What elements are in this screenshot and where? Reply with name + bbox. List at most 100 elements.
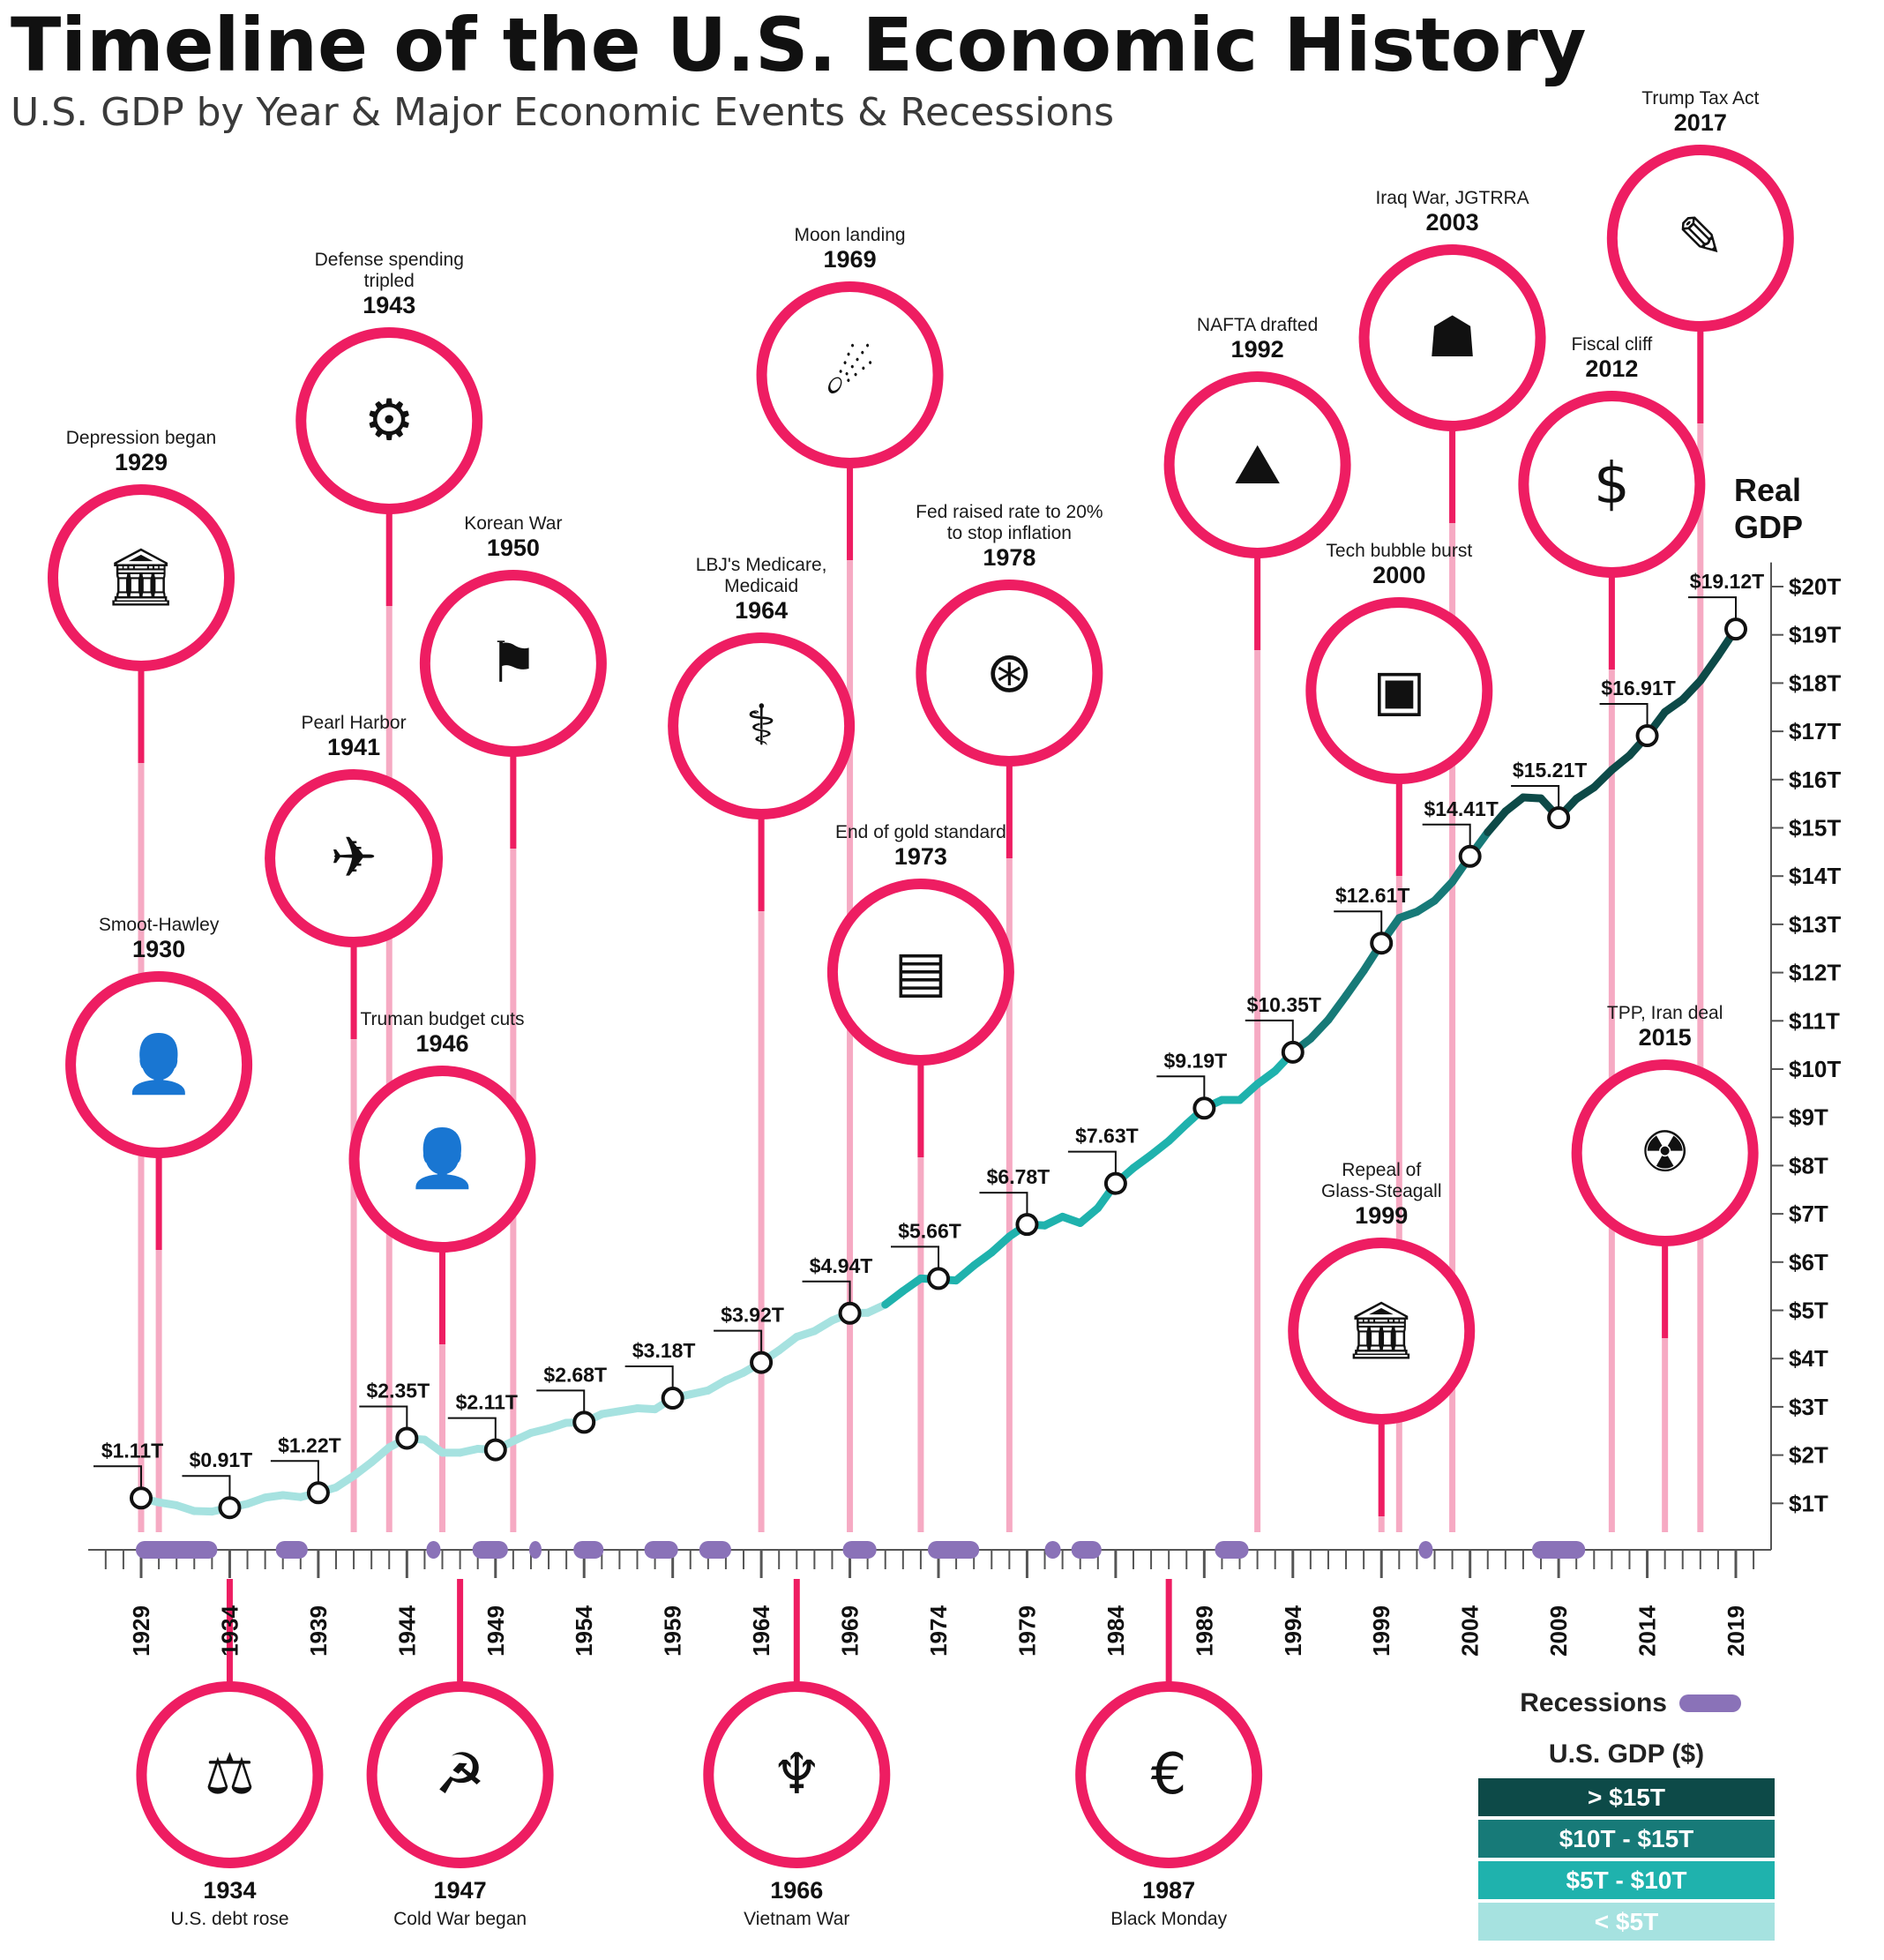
gdp-point-leader	[624, 1365, 674, 1388]
gdp-points: $1.11T $0.91T $1.22T $2.35T $2.11T $2.68T $3.1…	[93, 570, 1764, 1520]
gdp-line-segment	[1678, 677, 1705, 704]
x-tick-label: 1989	[1191, 1605, 1217, 1657]
recession-bar	[842, 1541, 877, 1559]
event-year: 1941	[327, 734, 380, 760]
gdp-point-leader	[1245, 1019, 1294, 1042]
gdp-point-leader	[802, 1280, 851, 1303]
event-year: 1947	[434, 1877, 487, 1904]
x-tick-label: 1979	[1013, 1605, 1040, 1657]
event-label: Korean War	[464, 513, 562, 534]
event-label: End of gold standard	[835, 822, 1006, 842]
event-label: to stop inflation	[947, 523, 1072, 543]
gdp-line-segment	[1306, 1015, 1333, 1044]
y-tick-label: $1T	[1789, 1490, 1828, 1516]
event-label: Medicaid	[724, 576, 798, 596]
event-circle	[265, 769, 444, 947]
event-year: 1978	[983, 544, 1035, 571]
gdp-point-label: $1.11T	[101, 1439, 163, 1462]
event-circle	[1606, 145, 1794, 332]
gdp-point-leader	[1688, 596, 1737, 619]
gdp-point-leader	[1334, 910, 1383, 933]
gdp-point-marker	[661, 1387, 684, 1410]
x-tick-label: 1949	[482, 1605, 509, 1657]
x-tick-label: 1929	[128, 1605, 154, 1657]
event-stems	[138, 326, 1704, 1687]
gdp-point-label: $6.78T	[987, 1165, 1050, 1188]
gdp-point-marker	[218, 1496, 242, 1520]
event-year: 2003	[1426, 209, 1479, 236]
event-circle	[366, 1681, 554, 1868]
computer-icon: ▣	[1372, 658, 1425, 723]
gdp-point-marker	[483, 1438, 507, 1462]
gdp-point-leader	[1067, 1150, 1117, 1173]
event-circle	[136, 1681, 324, 1868]
gdp-point-leader	[536, 1389, 586, 1412]
astronaut-icon: ☄	[825, 342, 875, 408]
gdp-point-label: $3.92T	[721, 1304, 784, 1327]
event-circle	[1163, 371, 1351, 558]
y-tick-label: $14T	[1789, 863, 1841, 889]
gdp-line-segment	[1342, 966, 1368, 1000]
event-circle	[1075, 1681, 1263, 1868]
repealed-bank-icon: 🏛	[1346, 1298, 1417, 1364]
recession-bar	[1215, 1541, 1249, 1559]
senators-portrait-icon: 👤	[123, 1032, 194, 1097]
legend-band-swatch	[1478, 1820, 1775, 1858]
event-circle	[1288, 1238, 1476, 1425]
gdp-point-marker	[1103, 1171, 1127, 1195]
y-tick-label: $19T	[1789, 622, 1841, 648]
x-tick-label: 1974	[925, 1605, 952, 1657]
y-axis-title-line2: GDP	[1734, 509, 1803, 545]
event-year: 1950	[487, 535, 540, 561]
event-year: 1999	[1355, 1202, 1408, 1229]
gdp-point-label: $10.35T	[1247, 993, 1321, 1016]
gdp-point-marker	[927, 1267, 950, 1290]
gdp-point-label: $16.91T	[1601, 677, 1675, 699]
currency-crash-icon: €	[1151, 1742, 1187, 1807]
event-label: NAFTA drafted	[1197, 315, 1318, 335]
gdp-point-marker	[1724, 617, 1747, 641]
x-tick-label: 1999	[1368, 1605, 1394, 1657]
battleship-plane-icon: ✈	[330, 826, 378, 891]
event-circle	[1518, 391, 1706, 578]
y-tick-label: $18T	[1789, 670, 1841, 696]
recession-bar	[1418, 1541, 1433, 1559]
gdp-point-label: $2.11T	[456, 1391, 518, 1414]
event-label: Smoot-Hawley	[99, 915, 220, 935]
y-tick-label: $4T	[1789, 1345, 1828, 1372]
event-label: Defense spending	[315, 250, 464, 270]
event-label: Black Monday	[1110, 1909, 1227, 1929]
event-circle	[756, 281, 944, 468]
gdp-point-label: $0.91T	[190, 1448, 253, 1471]
event-year: 1973	[894, 843, 947, 870]
gdp-point-label: $12.61T	[1335, 884, 1409, 907]
gdp-point-leader	[714, 1329, 763, 1352]
gdp-line-segment	[1589, 766, 1616, 792]
gdp-point-marker	[1192, 1096, 1216, 1120]
legend-gdp-title: U.S. GDP ($)	[1549, 1739, 1704, 1769]
event-label: Depression began	[66, 428, 216, 448]
recession-bar	[135, 1541, 218, 1559]
x-tick-label: 2019	[1723, 1605, 1749, 1657]
cliff-dollars-icon: $	[1594, 452, 1630, 517]
gdp-line-segment	[1236, 1080, 1262, 1104]
event-year: 2017	[1674, 109, 1727, 136]
event-year: 1966	[770, 1877, 823, 1904]
caduceus-flag-icon: ⚕	[746, 693, 777, 759]
y-tick-label: $20T	[1789, 573, 1841, 600]
legend-recession-swatch	[1679, 1694, 1741, 1712]
truman-portrait-icon: 👤	[407, 1126, 478, 1192]
x-tick-label: 1944	[393, 1605, 420, 1657]
event-year: 1992	[1231, 336, 1284, 363]
event-label: LBJ's Medicare,	[696, 555, 827, 575]
event-year: 1929	[115, 449, 168, 475]
gdp-point-marker	[1015, 1213, 1039, 1237]
x-tick-label: 1959	[660, 1605, 686, 1657]
event-label: Fed raised rate to 20%	[916, 502, 1103, 522]
gdp-point-leader	[1422, 823, 1471, 846]
event-year: 1943	[363, 292, 415, 318]
gdp-point-marker	[395, 1426, 419, 1450]
event-label: Truman budget cuts	[361, 1009, 525, 1029]
legend-band-swatch	[1478, 1903, 1775, 1941]
